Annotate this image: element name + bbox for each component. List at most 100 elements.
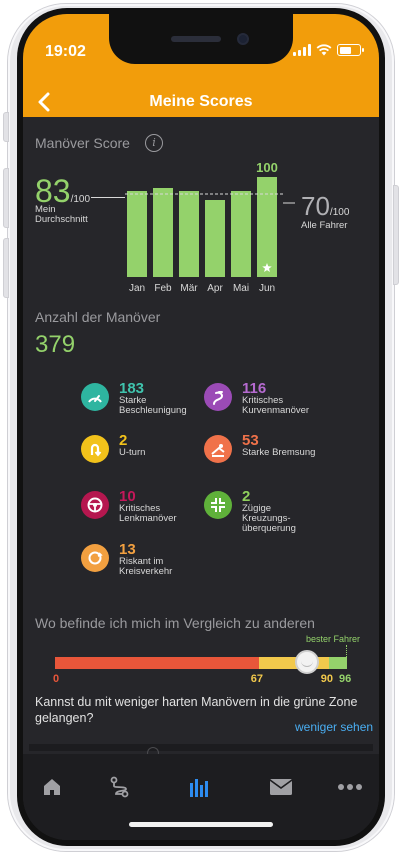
all-drivers-max: /100 [329, 207, 350, 218]
brake-icon [204, 435, 232, 463]
maneuver-label-line: Starke Bremsung [242, 447, 316, 458]
chart-tick-label: Jan [129, 283, 145, 294]
maneuver-label-line: Kritisches [119, 503, 161, 514]
maneuver-item: 10 Kritisches Lenkmanöver [81, 489, 177, 524]
maneuver-count: 13 [119, 541, 136, 558]
chart-bar-Mär [179, 191, 199, 277]
partial-icon [147, 747, 159, 759]
my-average-label-line2: Durchschnitt [35, 214, 88, 225]
all-drivers-label: Alle Fahrer [301, 220, 348, 231]
chart-tick-label: Mai [233, 283, 249, 294]
comparison-title: Wo befinde ich mich im Vergleich zu ande… [35, 615, 315, 631]
maneuver-score-title: Manöver Score [35, 135, 130, 151]
page-title: Meine Scores [149, 93, 253, 110]
wifi-icon [316, 44, 332, 56]
maneuver-label: Zügige Kreuzungs-überquerung [242, 504, 296, 534]
tab-trips[interactable] [105, 772, 135, 802]
chevron-left-icon[interactable] [33, 90, 57, 114]
maneuver-item: 2 U-turn [81, 432, 146, 463]
home-indicator [129, 822, 273, 827]
status-icons [293, 44, 364, 56]
my-position-marker [295, 650, 320, 674]
scale-segment [55, 657, 259, 669]
tab-messages[interactable] [266, 772, 296, 802]
maneuver-label-line: Lenkmanöver [119, 513, 177, 524]
notch [109, 14, 293, 64]
chart-tick-label: Apr [207, 283, 223, 294]
scale-segment [328, 657, 347, 669]
chart-bar-Feb [153, 188, 173, 277]
all-drivers-score: 70/100 [301, 191, 349, 222]
monthly-score-chart: Jan Feb Mär Apr Mai Jun 100 [125, 160, 295, 294]
info-icon[interactable]: i [145, 134, 163, 152]
maneuver-label-line: Beschleunigung [119, 405, 187, 416]
maneuver-label-line: U-turn [119, 447, 146, 458]
tab-scores[interactable] [185, 772, 215, 802]
maneuver-count: 183 [119, 380, 145, 397]
scale-tick-label: 0 [53, 673, 60, 685]
maneuver-label-line: Zügige [242, 503, 272, 514]
maneuver-item: 116 Kritisches Kurvenmanöver [204, 380, 309, 416]
tab-more[interactable] [335, 772, 365, 802]
star-icon [262, 263, 272, 273]
phone-volume-down [3, 238, 9, 298]
curve-road-icon [204, 383, 232, 411]
chart-data-label: 100 [256, 160, 278, 175]
my-average-label-line1: Mein [35, 204, 56, 215]
maneuver-count: 53 [242, 432, 259, 449]
maneuver-item: 13 Riskant im Kreisverkehr [81, 541, 172, 577]
maneuver-label-line: Kritisches [242, 395, 284, 406]
phone-volume-up [3, 168, 9, 228]
best-driver-label: bester Fahrer [306, 634, 361, 644]
scores-content[interactable]: Manöver Score i Jan Feb Mär Apr Mai Jun 100 83… [23, 117, 379, 757]
maneuver-label-line: Riskant im [119, 556, 164, 567]
route-icon [110, 776, 129, 798]
status-time: 19:02 [45, 43, 86, 60]
phone-bezel: 19:02 Meine Scores [17, 8, 385, 846]
section-divider [29, 744, 373, 751]
chart-bar-Mai [231, 191, 251, 277]
maneuver-label: Kritisches Kurvenmanöver [242, 396, 309, 416]
maneuver-label: Riskant im Kreisverkehr [119, 557, 172, 577]
app-header: 19:02 Meine Scores [23, 14, 379, 117]
best-driver-marker [346, 645, 347, 659]
scale-tick-label: 90 [320, 673, 333, 685]
u-turn-icon [81, 435, 109, 463]
chart-bars-icon [190, 779, 208, 797]
my-average-label: Mein Durchschnitt [35, 205, 88, 225]
maneuver-label: Kritisches Lenkmanöver [119, 504, 177, 524]
maneuver-total: 379 [35, 331, 76, 358]
my-average-connector [91, 197, 125, 198]
my-average-max: /100 [70, 194, 91, 205]
maneuver-label-line: Kreuzungs- [242, 513, 291, 524]
more-dots-icon [338, 784, 362, 790]
see-less-link[interactable]: weniger sehen [295, 720, 374, 734]
maneuver-item: 2 Zügige Kreuzungs-überquerung [204, 489, 296, 534]
my-average-value: 83 [35, 173, 71, 209]
green-zone-question: Kannst du mit weniger harten Manövern in… [35, 695, 358, 725]
chart-tick-label: Mär [180, 283, 198, 294]
mail-icon [269, 779, 293, 795]
maneuver-label: Starke Beschleunigung [119, 396, 187, 416]
maneuver-count: 116 [242, 380, 267, 397]
cellular-signal-icon [293, 44, 311, 56]
chart-bar-Jan [127, 191, 147, 277]
speedometer-icon [81, 383, 109, 411]
scale-tick-label: 96 [339, 673, 352, 685]
app-screen: 19:02 Meine Scores [23, 14, 379, 840]
maneuver-label-line: Starke [119, 395, 147, 406]
maneuver-item: 183 Starke Beschleunigung [81, 380, 187, 416]
maneuver-count: 2 [119, 432, 128, 449]
chart-tick-label: Feb [154, 283, 172, 294]
speaker-grille [171, 36, 221, 42]
chart-bar-Apr [205, 200, 225, 277]
maneuver-count-title: Anzahl der Manöver [35, 309, 161, 325]
maneuver-item: 53 Starke Bremsung [204, 432, 315, 463]
tab-home[interactable] [37, 772, 67, 802]
phone-power-button [393, 185, 399, 285]
maneuver-label: Starke Bremsung [242, 448, 315, 458]
my-average-score: 83/100 [35, 173, 90, 210]
roundabout-icon [81, 544, 109, 572]
scale-tick-label: 67 [250, 673, 264, 685]
intersection-icon [204, 491, 232, 519]
